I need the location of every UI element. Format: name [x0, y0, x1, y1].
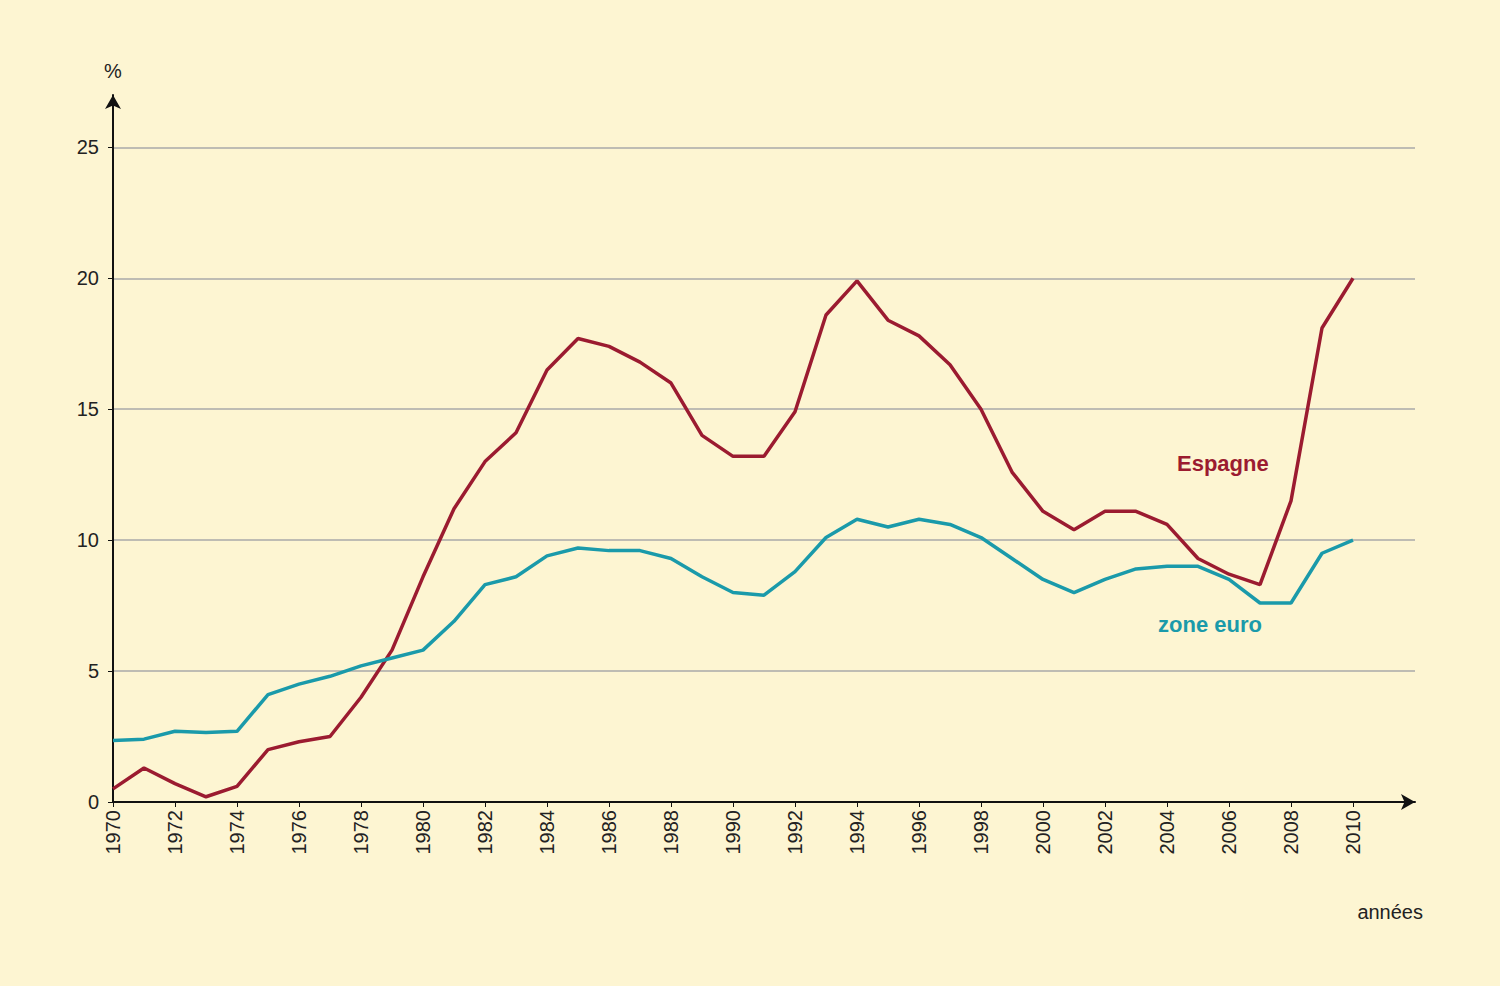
- svg-text:années: années: [1357, 901, 1423, 923]
- svg-text:1982: 1982: [474, 810, 496, 855]
- svg-text:zone euro: zone euro: [1158, 612, 1262, 637]
- svg-text:2010: 2010: [1342, 810, 1364, 855]
- svg-text:15: 15: [77, 398, 99, 420]
- svg-text:1984: 1984: [536, 810, 558, 855]
- svg-text:10: 10: [77, 529, 99, 551]
- svg-text:25: 25: [77, 136, 99, 158]
- svg-text:2006: 2006: [1218, 810, 1240, 855]
- svg-text:1996: 1996: [908, 810, 930, 855]
- svg-text:1986: 1986: [598, 810, 620, 855]
- svg-text:1988: 1988: [660, 810, 682, 855]
- svg-text:5: 5: [88, 660, 99, 682]
- svg-text:0: 0: [88, 791, 99, 813]
- svg-text:2008: 2008: [1280, 810, 1302, 855]
- svg-text:1978: 1978: [350, 810, 372, 855]
- svg-text:1998: 1998: [970, 810, 992, 855]
- svg-text:1992: 1992: [784, 810, 806, 855]
- svg-text:1974: 1974: [226, 810, 248, 855]
- svg-text:Espagne: Espagne: [1177, 451, 1269, 476]
- svg-text:1980: 1980: [412, 810, 434, 855]
- svg-text:1990: 1990: [722, 810, 744, 855]
- svg-text:20: 20: [77, 267, 99, 289]
- svg-text:1972: 1972: [164, 810, 186, 855]
- svg-text:2000: 2000: [1032, 810, 1054, 855]
- svg-text:1994: 1994: [846, 810, 868, 855]
- svg-text:%: %: [104, 60, 122, 82]
- svg-text:1976: 1976: [288, 810, 310, 855]
- svg-text:2002: 2002: [1094, 810, 1116, 855]
- svg-text:2004: 2004: [1156, 810, 1178, 855]
- svg-text:1970: 1970: [102, 810, 124, 855]
